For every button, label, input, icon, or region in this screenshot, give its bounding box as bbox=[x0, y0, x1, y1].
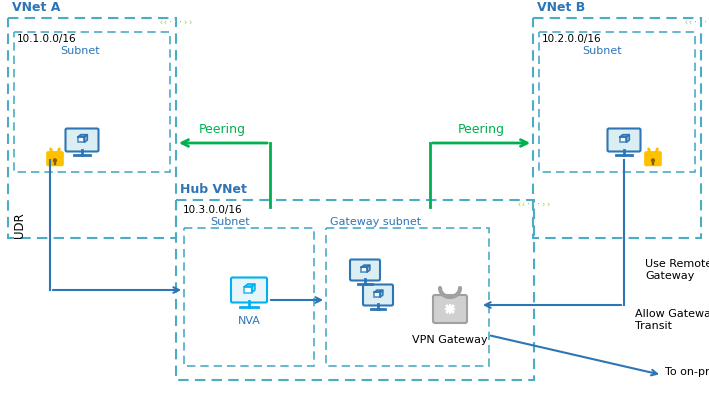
Bar bbox=[533, 18, 701, 238]
Circle shape bbox=[53, 158, 57, 162]
Text: Subnet: Subnet bbox=[60, 46, 100, 56]
Text: Use Remote
Gateway: Use Remote Gateway bbox=[645, 259, 709, 281]
Polygon shape bbox=[252, 284, 255, 293]
Text: NVA: NVA bbox=[238, 316, 260, 326]
Bar bbox=[245, 287, 252, 293]
Bar bbox=[8, 18, 176, 238]
FancyBboxPatch shape bbox=[48, 152, 63, 165]
Text: ‹‹···››: ‹‹···›› bbox=[683, 19, 709, 27]
Polygon shape bbox=[367, 265, 370, 272]
Text: 10.3.0.0/16: 10.3.0.0/16 bbox=[183, 205, 242, 215]
Bar bbox=[620, 137, 626, 143]
Polygon shape bbox=[626, 135, 630, 143]
Polygon shape bbox=[620, 135, 630, 137]
Polygon shape bbox=[78, 135, 87, 137]
Polygon shape bbox=[374, 290, 383, 292]
Text: Allow Gateway
Transit: Allow Gateway Transit bbox=[635, 309, 709, 331]
Bar bbox=[361, 267, 367, 272]
Polygon shape bbox=[380, 290, 383, 297]
FancyBboxPatch shape bbox=[645, 152, 661, 165]
Bar bbox=[184, 228, 314, 366]
FancyBboxPatch shape bbox=[231, 278, 267, 303]
Text: VPN Gateway: VPN Gateway bbox=[412, 335, 488, 345]
FancyBboxPatch shape bbox=[608, 129, 640, 152]
Text: Peering: Peering bbox=[457, 123, 505, 136]
Text: Gateway subnet: Gateway subnet bbox=[330, 217, 421, 227]
Bar bbox=[14, 32, 170, 172]
Text: ‹‹···››: ‹‹···›› bbox=[159, 19, 194, 27]
Text: VNet B: VNet B bbox=[537, 1, 585, 14]
Polygon shape bbox=[361, 265, 370, 267]
Bar bbox=[374, 292, 380, 297]
Text: Peering: Peering bbox=[199, 123, 245, 136]
Polygon shape bbox=[245, 284, 255, 287]
Bar bbox=[539, 32, 695, 172]
Bar bbox=[326, 228, 489, 366]
Text: UDR: UDR bbox=[13, 212, 26, 238]
Text: Subnet: Subnet bbox=[210, 217, 250, 227]
Text: Subnet: Subnet bbox=[582, 46, 622, 56]
FancyBboxPatch shape bbox=[350, 260, 380, 281]
Text: 10.1.0.0/16: 10.1.0.0/16 bbox=[17, 34, 77, 44]
Bar bbox=[176, 200, 534, 380]
Text: To on-premises: To on-premises bbox=[665, 367, 709, 377]
FancyBboxPatch shape bbox=[363, 285, 393, 306]
Text: VNet A: VNet A bbox=[12, 1, 60, 14]
Text: 10.2.0.0/16: 10.2.0.0/16 bbox=[542, 34, 602, 44]
Text: ‹‹···››: ‹‹···›› bbox=[516, 200, 552, 210]
FancyBboxPatch shape bbox=[433, 295, 467, 323]
Bar bbox=[78, 137, 84, 143]
Polygon shape bbox=[84, 135, 87, 143]
Text: Hub VNet: Hub VNet bbox=[180, 183, 247, 196]
FancyBboxPatch shape bbox=[65, 129, 99, 152]
Circle shape bbox=[651, 158, 655, 162]
